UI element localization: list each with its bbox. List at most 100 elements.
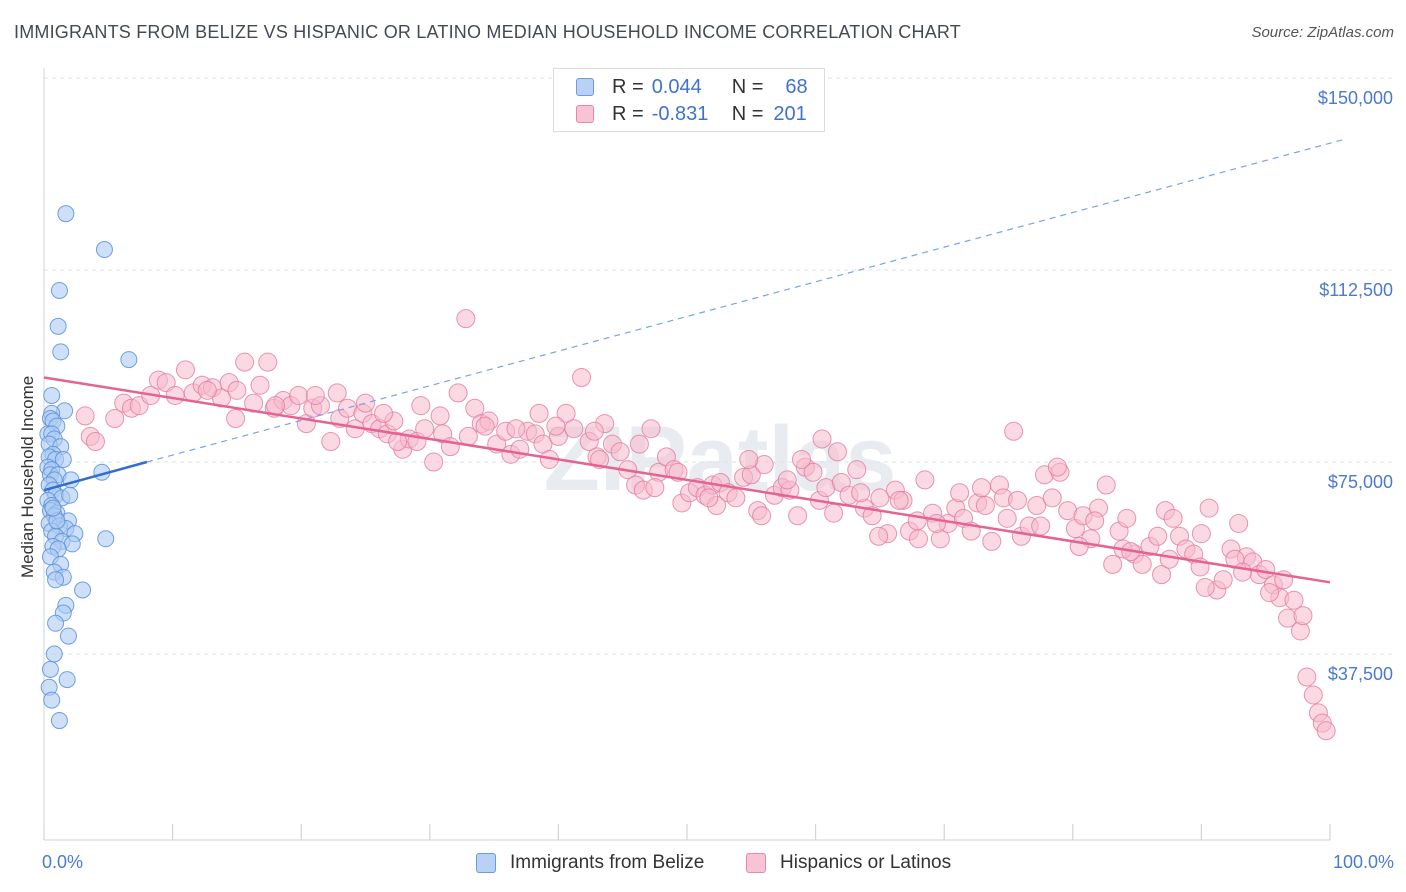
blue-point (45, 645, 63, 663)
pink-point (456, 309, 476, 329)
blue-point (57, 205, 75, 223)
y-tick-label: $150,000 (1318, 88, 1393, 108)
pink-point (889, 490, 909, 510)
pink-point (175, 360, 195, 380)
pink-point (374, 403, 394, 423)
pink-point (726, 488, 746, 508)
pink-point (847, 460, 867, 480)
pink-point (870, 488, 890, 508)
pink-point (1316, 721, 1336, 741)
pink-point (388, 432, 408, 452)
pink-point (430, 406, 450, 426)
pink-point (356, 393, 375, 413)
pink-point (235, 352, 255, 372)
pink-point (971, 478, 991, 498)
pink-point (475, 416, 495, 436)
pink-point (926, 513, 946, 533)
n-label: N = (731, 75, 764, 98)
pink-point (572, 368, 592, 388)
n-value: 201 (773, 102, 807, 125)
pink-point (85, 432, 105, 452)
pink-point (197, 380, 217, 400)
blue-point (43, 386, 61, 404)
pink-point (1042, 488, 1062, 508)
pink-point (1233, 562, 1253, 582)
pink-point (975, 496, 995, 516)
pink-point (415, 419, 435, 439)
legend-label-hispanics: Hispanics or Latinos (780, 852, 952, 873)
pink-point (629, 434, 649, 454)
hispanics-points (75, 309, 1336, 741)
legend-item-hispanics[interactable]: Hispanics or Latinos (746, 852, 951, 874)
pink-point (529, 403, 549, 423)
pink-point (227, 380, 247, 400)
pink-point (1303, 685, 1323, 705)
pink-point (1199, 498, 1219, 518)
blue-point (95, 241, 113, 259)
pink-point (788, 506, 808, 526)
n-value: 68 (785, 75, 808, 98)
hispanics-trend-line (43, 376, 1331, 584)
blue-point (43, 691, 61, 709)
pink-point (1117, 508, 1137, 528)
blue-point (97, 530, 115, 548)
blue-point (47, 614, 65, 632)
trend-lines (43, 138, 1345, 584)
pink-point (1260, 583, 1280, 603)
blue-point (50, 712, 68, 730)
pink-point (556, 403, 576, 423)
stats-row-belize: R = 0.044 N = 68 (576, 75, 808, 99)
source-label: Source: ZipAtlas.com (1251, 24, 1394, 41)
pink-point (1148, 526, 1168, 546)
blue-point (59, 627, 77, 645)
pink-point (226, 408, 246, 428)
pink-point (812, 429, 832, 449)
pink-point (777, 470, 797, 490)
y-tick-label: $37,500 (1328, 664, 1393, 684)
pink-point (258, 352, 278, 372)
pink-point (851, 483, 871, 503)
pink-point (289, 385, 309, 405)
pink-point (546, 416, 566, 436)
pink-point (982, 531, 1002, 551)
pink-point (250, 375, 270, 395)
pink-point (584, 421, 604, 441)
pink-point (265, 396, 285, 416)
blue-point (50, 281, 68, 299)
pink-point (448, 383, 468, 403)
pink-point (645, 478, 665, 498)
legend-swatch-pink (576, 105, 594, 123)
pink-point (75, 406, 95, 426)
pink-point (1195, 577, 1215, 597)
pink-point (165, 385, 185, 405)
legend-item-belize[interactable]: Immigrants from Belize (476, 852, 704, 874)
pink-point (1047, 457, 1067, 477)
blue-point (63, 535, 81, 553)
pink-point (791, 449, 811, 469)
pink-point (950, 483, 970, 503)
pink-point (1008, 490, 1028, 510)
legend-swatch-blue (576, 78, 594, 96)
pink-point (321, 432, 341, 452)
series-legend: Immigrants from Belize Hispanics or Lati… (0, 852, 1406, 878)
blue-point (44, 499, 62, 517)
r-label: R = (612, 102, 644, 125)
pink-point (1297, 667, 1317, 687)
pink-point (1027, 496, 1047, 516)
blue-point (54, 450, 72, 468)
pink-point (1103, 554, 1123, 574)
blue-point (52, 343, 70, 361)
pink-point (564, 419, 584, 439)
blue-point (74, 581, 92, 599)
pink-point (458, 426, 478, 446)
x-tick-label-min: 0.0% (42, 852, 84, 872)
pink-point (1159, 549, 1179, 569)
pink-point (506, 419, 526, 439)
pink-point (803, 462, 823, 482)
pink-point (1152, 565, 1172, 585)
pink-point (1213, 570, 1233, 590)
blue-point (41, 660, 59, 678)
belize-trend-line (43, 460, 148, 492)
legend-swatch-blue (476, 853, 496, 873)
